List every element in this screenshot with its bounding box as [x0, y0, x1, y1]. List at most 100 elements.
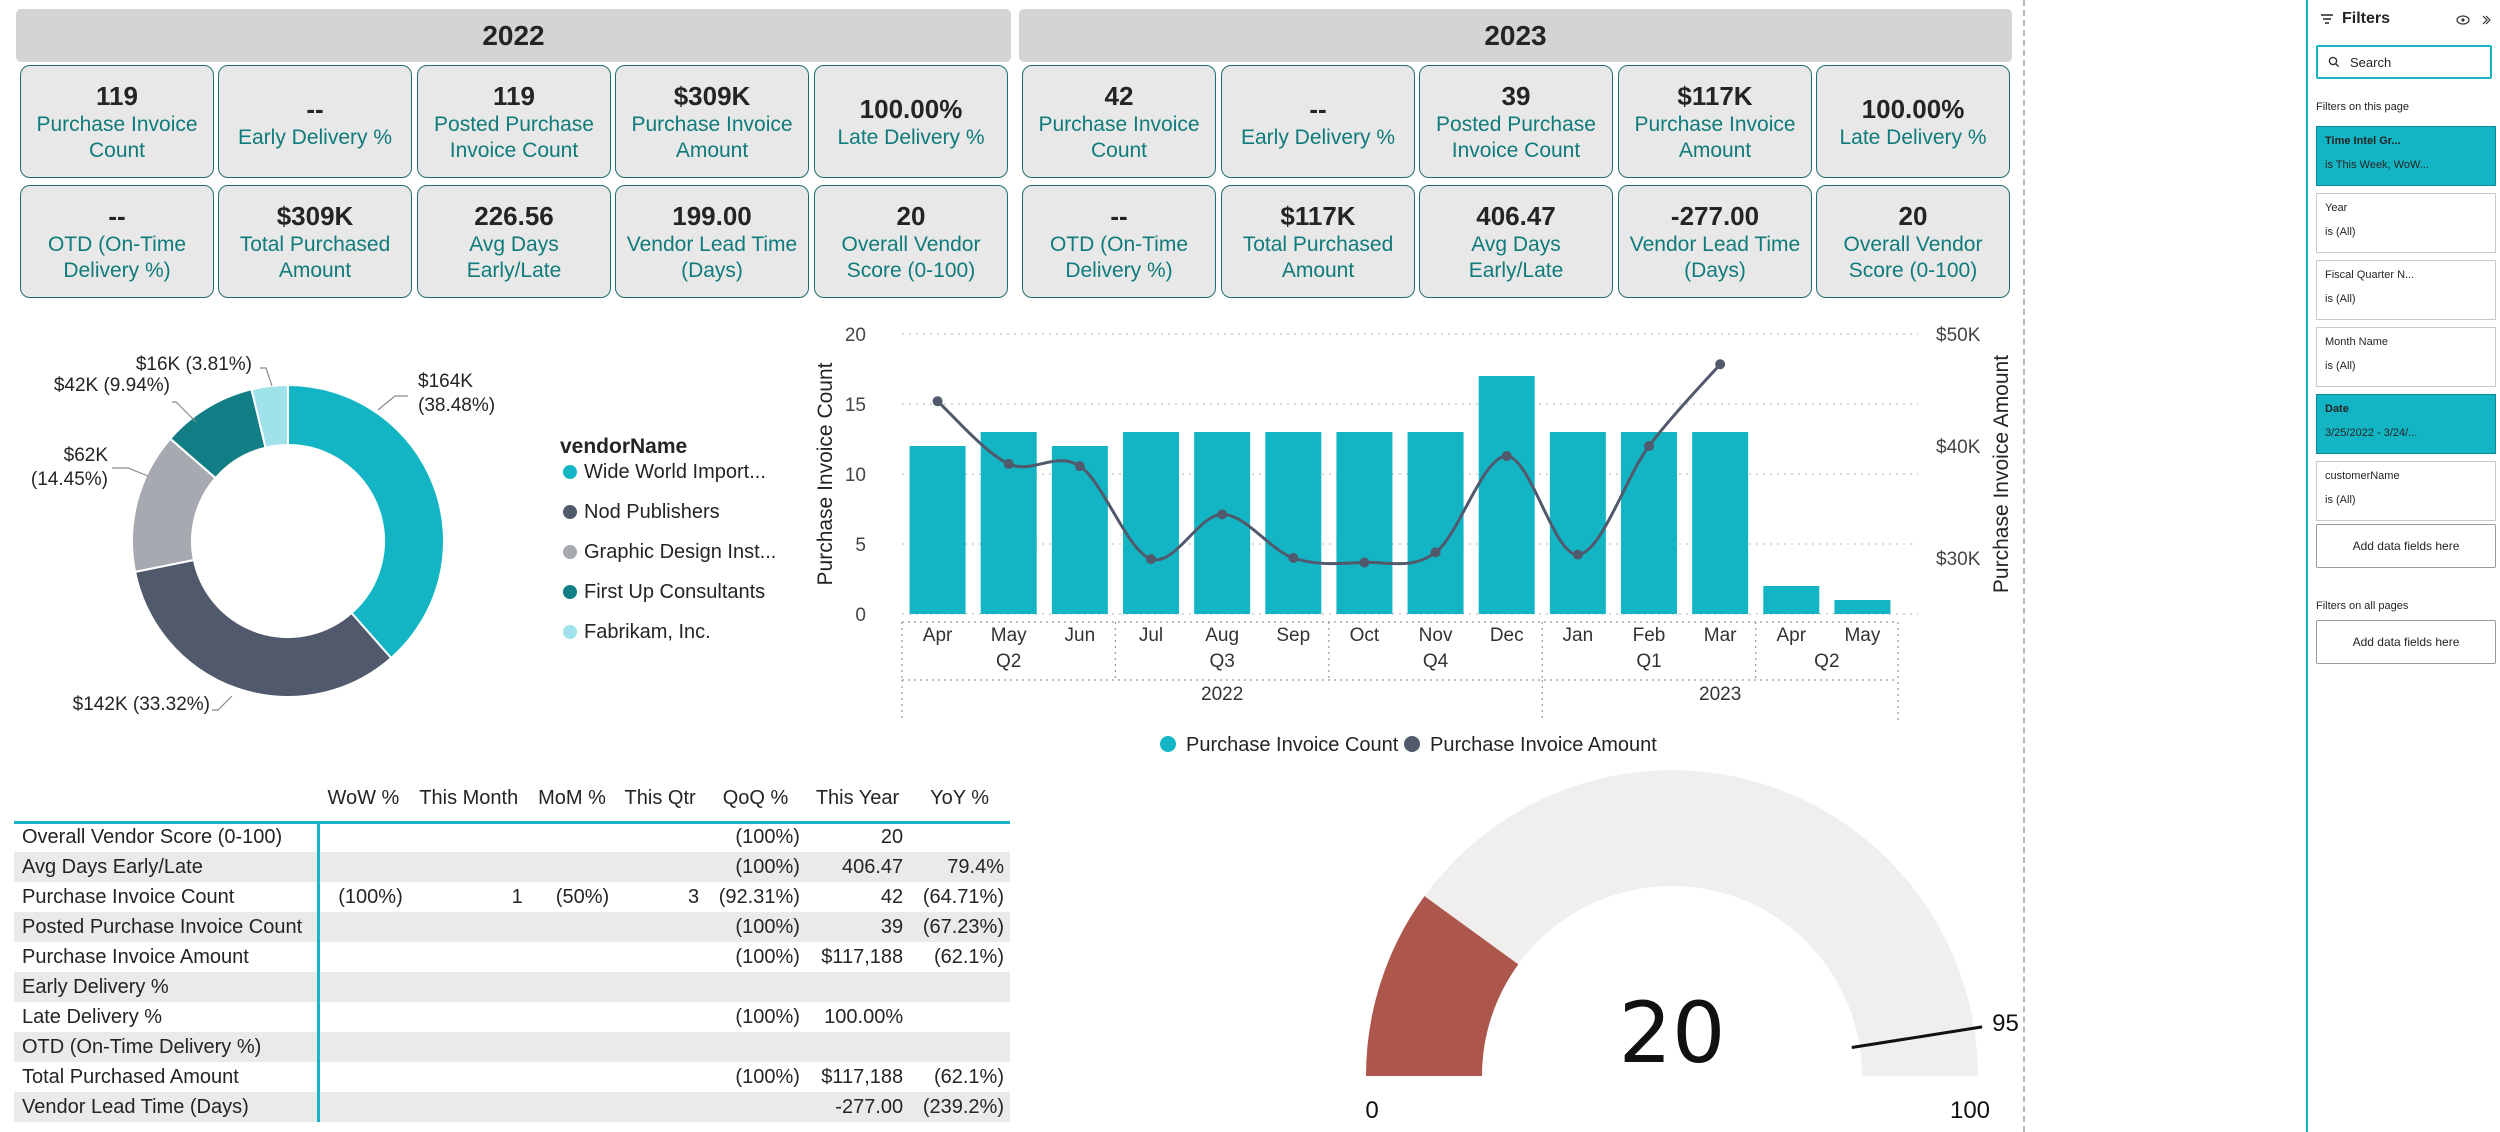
filter-card[interactable]: customerName is (All) [2316, 461, 2496, 521]
matrix-cell: (67.23%) [909, 912, 1010, 942]
bar-purchase-invoice-count[interactable] [1763, 586, 1820, 614]
kpi-card: -- OTD (On-Time Delivery %) [1022, 185, 1216, 298]
x-tick-label: Aug [1205, 625, 1239, 646]
kpi-label: Vendor Lead Time (Days) [626, 232, 798, 282]
y-tick-label: 20 [845, 325, 866, 346]
line-point[interactable] [1217, 509, 1228, 520]
line-point[interactable] [1715, 359, 1726, 370]
x-tick-label: May [1844, 625, 1880, 646]
bar-purchase-invoice-count[interactable] [1549, 432, 1606, 614]
matrix-cell [409, 1062, 529, 1092]
legend-entry[interactable]: Purchase Invoice Count [1186, 734, 1399, 756]
bar-purchase-invoice-count[interactable] [1336, 432, 1393, 614]
matrix-row: Avg Days Early/Late (100%) 406.47 79.4% [14, 852, 1010, 882]
matrix-column-header: MoM % [528, 776, 616, 824]
matrix-column-header: This Qtr [615, 776, 706, 824]
line-point[interactable] [1501, 451, 1512, 462]
legend-entry[interactable]: Graphic Design Inst... [584, 541, 776, 563]
filter-card[interactable]: Time Intel Gr... is This Week, WoW... [2316, 126, 2496, 186]
donut-leader-line [377, 395, 408, 411]
bar-purchase-invoice-count[interactable] [909, 446, 966, 614]
line-point[interactable] [1146, 554, 1156, 565]
donut-slice[interactable] [133, 558, 393, 698]
matrix-cell: $117,188 [821, 1065, 904, 1088]
kpi-label: Overall Vendor Score (0-100) [841, 232, 981, 282]
x-tick-label: Apr [1776, 625, 1806, 646]
bar-purchase-invoice-count[interactable] [1123, 432, 1179, 614]
kpi-card: 119 Purchase Invoice Count [20, 65, 214, 178]
kpi-card: 226.56 Avg Days Early/Late [417, 185, 611, 298]
donut-slice[interactable] [250, 383, 289, 449]
line-point[interactable] [1003, 458, 1014, 469]
bar-purchase-invoice-count[interactable] [1621, 432, 1677, 614]
line-point[interactable] [1644, 441, 1654, 451]
matrix-row-label: Purchase Invoice Amount [14, 942, 320, 972]
legend-marker [563, 505, 577, 519]
add-page-filter-button[interactable]: Add data fields here [2316, 524, 2496, 568]
kpi-value: 20 [896, 200, 926, 231]
filter-card-name: Month Name [2325, 336, 2388, 348]
matrix-cell [318, 972, 409, 1002]
collapse-pane-icon[interactable] [2480, 14, 2492, 26]
matrix-cell: (100%) [735, 1065, 800, 1088]
matrix-row: Posted Purchase Invoice Count (100%) 39 (67… [14, 912, 1010, 942]
line-point[interactable] [1359, 557, 1370, 568]
y-right-tick-label: $30K [1936, 549, 1981, 570]
legend-entry[interactable]: Purchase Invoice Amount [1430, 734, 1657, 756]
kpi-card: 42 Purchase Invoice Count [1022, 65, 1216, 178]
search-icon [2328, 56, 2340, 68]
kpi-label: Purchase Invoice Count [36, 112, 198, 162]
line-point[interactable] [932, 396, 943, 407]
year-group-label: 2022 [1201, 684, 1243, 705]
line-point[interactable] [1074, 461, 1085, 472]
bar-purchase-invoice-count[interactable] [1478, 376, 1535, 614]
filter-card[interactable]: Date 3/25/2022 - 3/24/... [2316, 394, 2496, 454]
line-point[interactable] [1430, 547, 1441, 558]
legend-marker [563, 465, 577, 479]
matrix-cell [318, 852, 409, 882]
matrix-cell: 79.4% [909, 852, 1010, 882]
y-tick-label: 10 [845, 465, 866, 486]
kpi-value: 119 [493, 80, 535, 111]
legend-entry[interactable]: Wide World Import... [584, 461, 766, 483]
add-report-filter-button[interactable]: Add data fields here [2316, 620, 2496, 664]
filters-header: Filters [2320, 10, 2390, 28]
matrix-cell [615, 852, 706, 882]
bar-purchase-invoice-count[interactable] [1051, 446, 1108, 614]
legend-entry[interactable]: First Up Consultants [584, 581, 765, 603]
filters-on-page-label: Filters on this page [2316, 101, 2409, 113]
legend-entry[interactable]: Fabrikam, Inc. [584, 621, 711, 643]
matrix-cell: (239.2%) [909, 1092, 1010, 1122]
matrix-row: OTD (On-Time Delivery %) [14, 1032, 1010, 1062]
donut-slice[interactable] [287, 383, 445, 660]
legend-entry[interactable]: Nod Publishers [584, 501, 720, 523]
filter-card[interactable]: Fiscal Quarter N... is (All) [2316, 260, 2496, 320]
x-tick-label: Feb [1633, 625, 1666, 646]
filter-card[interactable]: Year is (All) [2316, 193, 2496, 253]
gauge-value-arc [1366, 896, 1519, 1076]
y-tick-label: 15 [845, 395, 866, 416]
y-right-axis-title: Purchase Invoice Amount [1990, 355, 2013, 593]
matrix-cell [909, 1032, 1010, 1062]
legend-title: vendorName [560, 435, 687, 458]
matrix-cell [318, 1002, 409, 1032]
line-point[interactable] [1572, 549, 1583, 560]
kpi-value: $309K [276, 200, 354, 231]
time-intel-matrix: WoW % This Month MoM % This Qtr QoQ % This Ye… [14, 776, 1010, 1122]
line-point[interactable] [1288, 553, 1299, 563]
bar-purchase-invoice-count[interactable] [1407, 432, 1464, 614]
matrix-cell [408, 852, 529, 882]
filters-search-input[interactable]: Search [2316, 45, 2492, 79]
filters-all-pages-label: Filters on all pages [2316, 600, 2409, 612]
kpi-label: Vendor Lead Time (Days) [1629, 232, 1801, 282]
matrix-row: Purchase Invoice Count (100%) 1 (50%) 3 (92.3… [14, 882, 1010, 912]
matrix-cell [528, 1032, 616, 1062]
bar-purchase-invoice-count[interactable] [1265, 432, 1322, 614]
bar-purchase-invoice-count[interactable] [1692, 432, 1749, 614]
eye-icon[interactable] [2456, 15, 2470, 25]
matrix-column-header: YoY % [909, 776, 1010, 824]
kpi-label: Overall Vendor Score (0-100) [1843, 232, 1983, 282]
bar-purchase-invoice-count[interactable] [1834, 600, 1891, 614]
filter-card[interactable]: Month Name is (All) [2316, 327, 2496, 387]
kpi-card: 100.00% Late Delivery % [814, 65, 1008, 178]
